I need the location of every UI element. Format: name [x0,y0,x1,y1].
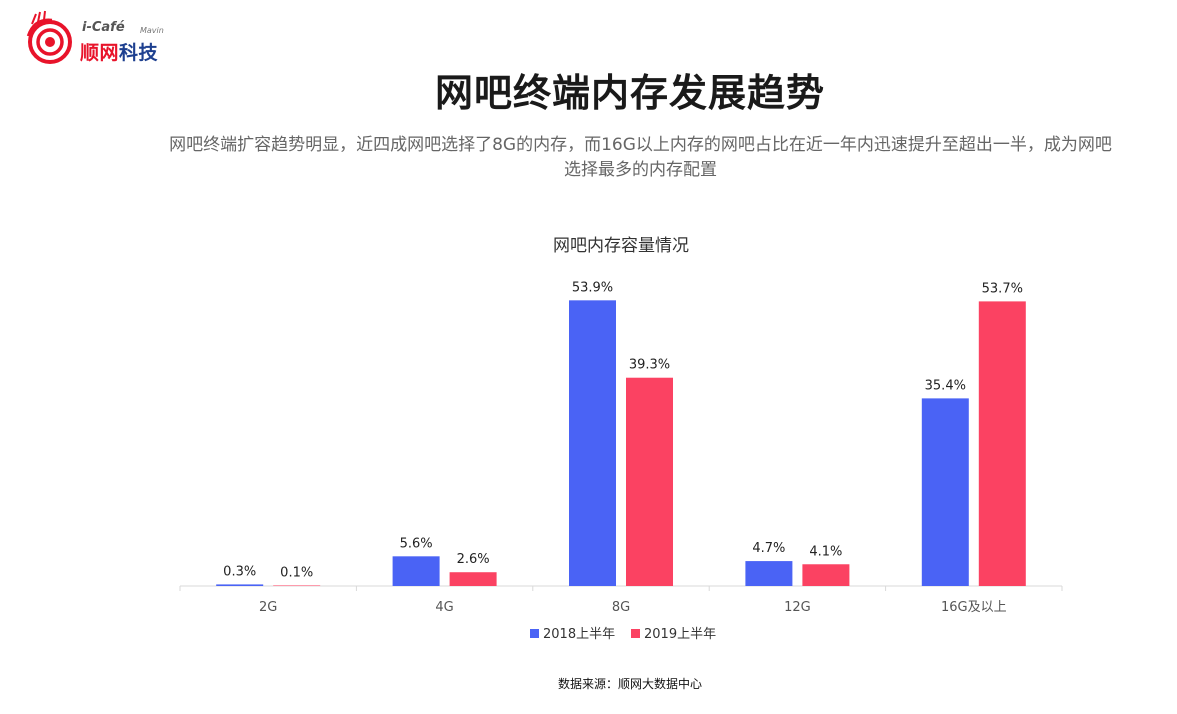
chart-legend: 2018上半年 2019上半年 [530,627,716,642]
data-label: 4.1% [809,544,842,559]
company-logo: i-Café Mavin 顺网科技 [18,10,188,68]
data-label: 53.7% [982,281,1023,296]
x-tick-label: 12G [784,600,811,615]
legend-swatch [631,629,640,638]
data-label: 0.3% [223,564,256,579]
bar-series2-4 [802,564,850,586]
data-label: 2.6% [457,552,490,567]
data-label: 53.9% [572,280,613,295]
x-tick-label: 16G及以上 [941,600,1007,615]
data-label: 0.1% [280,565,313,580]
bar-series1-2 [392,556,440,586]
bar-series1-4 [745,561,793,586]
chart-title: 网吧内存容量情况 [553,236,689,256]
page-title: 网吧终端内存发展趋势 [434,71,825,115]
data-label: 35.4% [925,378,966,393]
bar-series2-1 [273,585,321,586]
bar-series1-1 [216,584,264,586]
data-label: 5.6% [400,536,433,551]
bar-series1-3 [569,300,616,586]
plot-area: 0.3% 0.1% 2G 5.6% 2.6% 4G 53.9% 39.3% 8G 4.7% 4.1%… [179,280,1063,615]
legend-swatch [530,629,539,638]
page-subtitle: 网吧终端扩容趋势明显，近四成网吧选择了8G的内存，而16G以上内存的网吧占比在近… [169,135,1112,180]
data-label: 39.3% [629,358,670,373]
x-tick-label: 8G [612,600,630,615]
legend-label: 2019上半年 [644,627,716,642]
logo-mavin-text: Mavin [140,26,164,35]
data-source-note: 数据来源：顺网大数据中心 [557,677,702,691]
logo-icafe-text: i-Café [82,20,125,35]
bar-series2-2 [449,572,497,586]
target-swirl-logo-icon [26,10,72,64]
memory-capacity-bar-chart: 网吧内存容量情况 0.3% 0.1% 2G 5.6% 2.6% 4G 53.9% 39.3% 8… [179,236,1063,642]
x-tick-label: 2G [259,600,277,615]
bar-series2-3 [626,377,673,586]
logo-brand-name-red: 顺网 [80,42,120,64]
logo-brand-name-blue: 科技 [119,42,159,64]
logo-brand-name: 顺网科技 [80,38,158,65]
bar-series2-5 [978,301,1026,586]
legend-label: 2018上半年 [543,627,615,642]
data-label: 4.7% [752,541,785,556]
x-tick-label: 4G [435,600,453,615]
bar-series1-5 [921,398,969,586]
